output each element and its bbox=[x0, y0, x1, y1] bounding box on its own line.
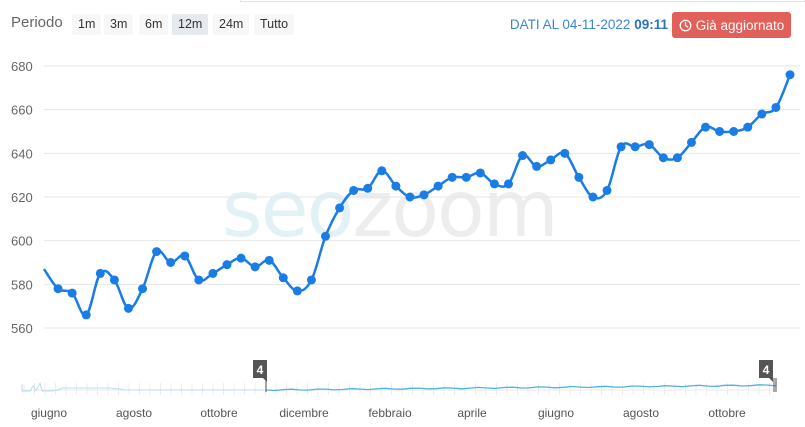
data-point[interactable] bbox=[363, 183, 373, 193]
data-point[interactable] bbox=[123, 303, 133, 313]
data-point[interactable] bbox=[391, 181, 401, 191]
data-point[interactable] bbox=[743, 122, 753, 132]
data-date-text: DATI AL 04-11-2022 bbox=[509, 17, 631, 32]
data-point[interactable] bbox=[672, 153, 682, 163]
data-point[interactable] bbox=[53, 284, 63, 294]
navigator-month-label: ottobre bbox=[200, 406, 238, 420]
navigator-handle-left[interactable]: 4 bbox=[253, 360, 267, 392]
data-point[interactable] bbox=[433, 181, 443, 191]
data-point[interactable] bbox=[616, 142, 626, 152]
range-button-tutto[interactable]: Tutto bbox=[254, 14, 295, 35]
data-point[interactable] bbox=[447, 172, 457, 182]
data-point[interactable] bbox=[81, 310, 91, 320]
data-point[interactable] bbox=[602, 185, 612, 195]
data-point[interactable] bbox=[95, 268, 105, 278]
navigator-ticks bbox=[23, 383, 770, 395]
data-point[interactable] bbox=[194, 275, 204, 285]
data-point[interactable] bbox=[349, 185, 359, 195]
navigator-month-label: giugno bbox=[538, 406, 574, 420]
data-point[interactable] bbox=[644, 140, 654, 150]
data-point[interactable] bbox=[757, 109, 767, 119]
clock-icon bbox=[679, 19, 692, 31]
data-point[interactable] bbox=[236, 253, 246, 263]
data-point[interactable] bbox=[715, 127, 725, 136]
navigator-x-labels: giugno agosto ottobre dicembre febbraio april… bbox=[31, 406, 746, 420]
navigator-month-label: agosto bbox=[623, 406, 659, 420]
data-point[interactable] bbox=[405, 192, 415, 202]
y-tick-label: 560 bbox=[11, 321, 33, 336]
data-point[interactable] bbox=[560, 148, 570, 158]
data-point[interactable] bbox=[461, 172, 471, 182]
data-point[interactable] bbox=[532, 161, 542, 171]
y-tick-label: 580 bbox=[11, 277, 33, 292]
toolbar: Periodo 1m 3m 6m 12m 24m Tutto DATI AL 0… bbox=[0, 12, 805, 38]
refresh-button[interactable]: Già aggiornato bbox=[672, 12, 791, 38]
data-point[interactable] bbox=[475, 168, 485, 178]
data-point[interactable] bbox=[67, 288, 77, 298]
data-point[interactable] bbox=[489, 179, 499, 189]
data-point[interactable] bbox=[518, 151, 528, 161]
data-point[interactable] bbox=[419, 190, 429, 200]
data-timestamp: DATI AL 04-11-2022 09:11 bbox=[510, 17, 668, 32]
range-button-1m[interactable]: 1m bbox=[72, 14, 102, 35]
data-point[interactable] bbox=[729, 127, 739, 136]
data-point[interactable] bbox=[377, 166, 387, 176]
data-point[interactable] bbox=[574, 172, 584, 182]
data-point[interactable] bbox=[503, 179, 513, 189]
data-time-text: 09:11 bbox=[634, 17, 668, 32]
data-point[interactable] bbox=[658, 153, 668, 163]
data-point[interactable] bbox=[278, 273, 288, 283]
data-point[interactable] bbox=[180, 251, 190, 261]
range-button-6m[interactable]: 6m bbox=[139, 14, 169, 35]
svg-text:4: 4 bbox=[257, 363, 264, 377]
navigator[interactable]: 4 4 giugno agosto ottobre dicembre febbraio a… bbox=[21, 360, 777, 420]
data-point[interactable] bbox=[686, 137, 696, 147]
series-line bbox=[42, 74, 792, 317]
y-tick-label: 660 bbox=[11, 103, 33, 118]
data-point[interactable] bbox=[701, 122, 711, 132]
data-point[interactable] bbox=[785, 70, 795, 80]
data-point[interactable] bbox=[152, 247, 162, 257]
series-points[interactable] bbox=[53, 70, 795, 320]
data-point[interactable] bbox=[222, 260, 232, 270]
range-button-3m[interactable]: 3m bbox=[104, 14, 134, 35]
navigator-month-label: dicembre bbox=[279, 406, 329, 420]
data-point[interactable] bbox=[208, 268, 218, 278]
data-point[interactable] bbox=[321, 231, 331, 241]
data-point[interactable] bbox=[250, 262, 260, 272]
navigator-month-label: aprile bbox=[457, 406, 487, 420]
data-point[interactable] bbox=[138, 284, 148, 294]
data-point[interactable] bbox=[546, 155, 556, 165]
navigator-series-selected bbox=[265, 382, 777, 392]
refresh-button-label: Già aggiornato bbox=[695, 17, 785, 33]
navigator-handle-right[interactable]: 4 bbox=[759, 360, 777, 392]
data-point[interactable] bbox=[630, 142, 640, 152]
data-point[interactable] bbox=[292, 286, 302, 296]
data-point[interactable] bbox=[166, 258, 176, 267]
period-label: Periodo bbox=[11, 14, 63, 31]
svg-text:4: 4 bbox=[763, 363, 770, 377]
y-tick-label: 620 bbox=[11, 190, 33, 205]
navigator-month-label: ottobre bbox=[708, 406, 746, 420]
y-axis-labels: 560 580 600 620 640 660 680 bbox=[11, 59, 33, 336]
data-point[interactable] bbox=[264, 255, 274, 265]
range-button-12m[interactable]: 12m bbox=[172, 14, 209, 35]
y-gridlines bbox=[44, 65, 800, 329]
range-button-24m[interactable]: 24m bbox=[213, 14, 250, 35]
navigator-series-outside bbox=[21, 381, 266, 393]
navigator-month-label: giugno bbox=[31, 406, 67, 420]
navigator-month-label: agosto bbox=[116, 406, 152, 420]
data-point[interactable] bbox=[335, 203, 345, 213]
data-point[interactable] bbox=[588, 192, 598, 202]
y-tick-label: 640 bbox=[11, 146, 33, 161]
y-tick-label: 680 bbox=[11, 59, 33, 74]
y-tick-label: 600 bbox=[11, 234, 33, 249]
data-point[interactable] bbox=[306, 275, 316, 285]
data-point[interactable] bbox=[109, 275, 119, 285]
navigator-month-label: febbraio bbox=[368, 406, 412, 420]
data-point[interactable] bbox=[771, 102, 781, 112]
